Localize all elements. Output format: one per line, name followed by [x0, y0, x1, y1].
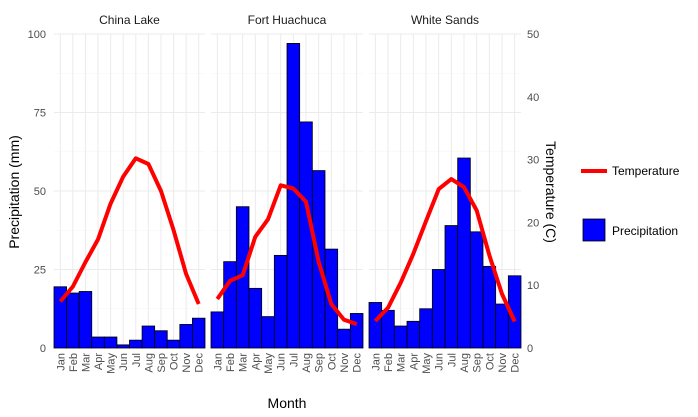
- y2-tick-label: 30: [527, 155, 539, 167]
- temperature-line-china-lake: [58, 156, 201, 305]
- x-tick-label: May: [421, 353, 433, 374]
- x-axis-title: Month: [268, 395, 307, 411]
- x-tick-label: Mar: [238, 353, 250, 372]
- precip-bar-white-sands-jun: [431, 269, 446, 349]
- precip-bar-fort-huachuca-aug: [299, 121, 313, 349]
- x-tick-label: Jun: [434, 353, 446, 371]
- precip-bar-china-lake-sep: [154, 330, 168, 349]
- precip-bar-fort-huachuca-dec: [349, 313, 364, 349]
- x-tick-label: Feb: [225, 353, 237, 372]
- x-tick-label: Apr: [408, 353, 420, 370]
- y2-tick-label: 10: [527, 280, 539, 292]
- precip-bar-fort-huachuca-apr: [248, 287, 263, 349]
- x-tick-label: Dec: [510, 353, 522, 373]
- precip-bar-white-sands-nov: [495, 303, 509, 349]
- x-tick-label: Aug: [301, 353, 313, 373]
- precip-bar-fort-huachuca-nov: [337, 328, 351, 349]
- precip-bar-white-sands-jan: [368, 302, 383, 349]
- precip-bar-white-sands-mar: [393, 325, 408, 349]
- y2-tick-label: 50: [527, 29, 539, 41]
- precip-bar-china-lake-mar: [78, 291, 93, 349]
- x-tick-label: Jan: [55, 353, 67, 371]
- x-tick-label: Jun: [118, 353, 130, 371]
- x-tick-label: Feb: [383, 353, 395, 372]
- x-tick-label: Oct: [326, 353, 338, 370]
- facet-label-china-lake: China Lake: [99, 13, 160, 27]
- x-tick-label: May: [106, 353, 118, 374]
- precip-bar-fort-huachuca-jun: [273, 254, 288, 349]
- y2-axis-title: Temperature (C): [543, 141, 559, 243]
- x-tick-label: Dec: [352, 353, 364, 373]
- precip-bar-china-lake-may: [103, 336, 118, 349]
- x-tick-label: Jul: [131, 353, 143, 367]
- precip-bar-fort-huachuca-may: [261, 316, 275, 349]
- x-tick-label: Jun: [276, 353, 288, 371]
- x-tick-label: Oct: [169, 353, 181, 370]
- precip-bar-white-sands-apr: [406, 320, 421, 349]
- facet-label-fort-huachuca: Fort Huachuca: [248, 13, 327, 27]
- x-tick-label: Jul: [446, 353, 458, 367]
- x-tick-label: Apr: [93, 353, 105, 370]
- legend-key-precipitation: [582, 218, 606, 242]
- legend-label-temperature: Temperature: [612, 164, 680, 178]
- precip-bar-china-lake-nov: [179, 324, 193, 349]
- x-tick-label: Sep: [472, 353, 484, 373]
- x-tick-label: Sep: [314, 353, 326, 373]
- x-tick-label: Nov: [181, 353, 193, 373]
- y-tick-label: 100: [28, 29, 46, 41]
- x-tick-label: Aug: [459, 353, 471, 373]
- precip-bar-white-sands-sep: [469, 231, 484, 349]
- y2-tick-label: 40: [527, 92, 539, 104]
- legend: Temperature Precipitation: [581, 164, 680, 242]
- x-tick-label: Oct: [484, 353, 496, 370]
- x-tick-label: Dec: [194, 353, 206, 373]
- precip-bar-white-sands-oct: [482, 265, 497, 349]
- x-tick-label: Jul: [288, 353, 300, 367]
- y2-tick-label: 0: [527, 343, 533, 355]
- precip-bar-china-lake-jun: [116, 344, 130, 349]
- x-tick-label: Mar: [80, 353, 92, 372]
- y-tick-label: 0: [40, 343, 46, 355]
- precip-bar-white-sands-may: [419, 308, 433, 349]
- precip-bar-fort-huachuca-feb: [223, 261, 237, 349]
- x-tick-label: Apr: [250, 353, 262, 370]
- precip-bar-china-lake-oct: [166, 339, 181, 349]
- y2-tick-label: 20: [527, 217, 539, 229]
- y-tick-label: 50: [34, 186, 46, 198]
- legend-label-precipitation: Precipitation: [612, 224, 678, 238]
- x-tick-label: Jan: [370, 353, 382, 371]
- temperature-line-white-sands: [373, 177, 517, 323]
- temperature-line-fort-huachuca: [215, 183, 358, 326]
- axes: Jan Feb Mar Apr May Jun Jul Aug Sep Oct Nov Dec Jan F…: [28, 29, 540, 374]
- x-tick-label: Nov: [339, 353, 351, 373]
- x-tick-label: May: [263, 353, 275, 374]
- y-tick-label: 25: [34, 265, 46, 277]
- temperature-lines: [58, 156, 517, 326]
- precip-bar-china-lake-aug: [141, 325, 156, 349]
- x-tick-label: Feb: [68, 353, 80, 372]
- y-axis-title: Precipitation (mm): [6, 135, 22, 249]
- x-tick-label: Sep: [156, 353, 168, 373]
- precip-bar-china-lake-dec: [192, 317, 206, 349]
- x-tick-label: Nov: [497, 353, 509, 373]
- facet-label-white-sands: White Sands: [411, 13, 479, 27]
- x-tick-label: Aug: [143, 353, 155, 373]
- y-tick-label: 75: [34, 108, 46, 120]
- precip-bar-china-lake-apr: [91, 336, 105, 349]
- facet-strip-labels: China Lake Fort Huachuca White Sands: [99, 13, 479, 27]
- precip-bar-china-lake-jul: [129, 339, 143, 349]
- precip-bar-fort-huachuca-jan: [210, 311, 225, 349]
- precip-bar-white-sands-jul: [444, 225, 459, 349]
- precip-bar-white-sands-feb: [381, 309, 395, 349]
- x-tick-label: Jan: [212, 353, 224, 371]
- x-tick-label: Mar: [396, 353, 408, 372]
- precip-bar-china-lake-feb: [66, 292, 80, 349]
